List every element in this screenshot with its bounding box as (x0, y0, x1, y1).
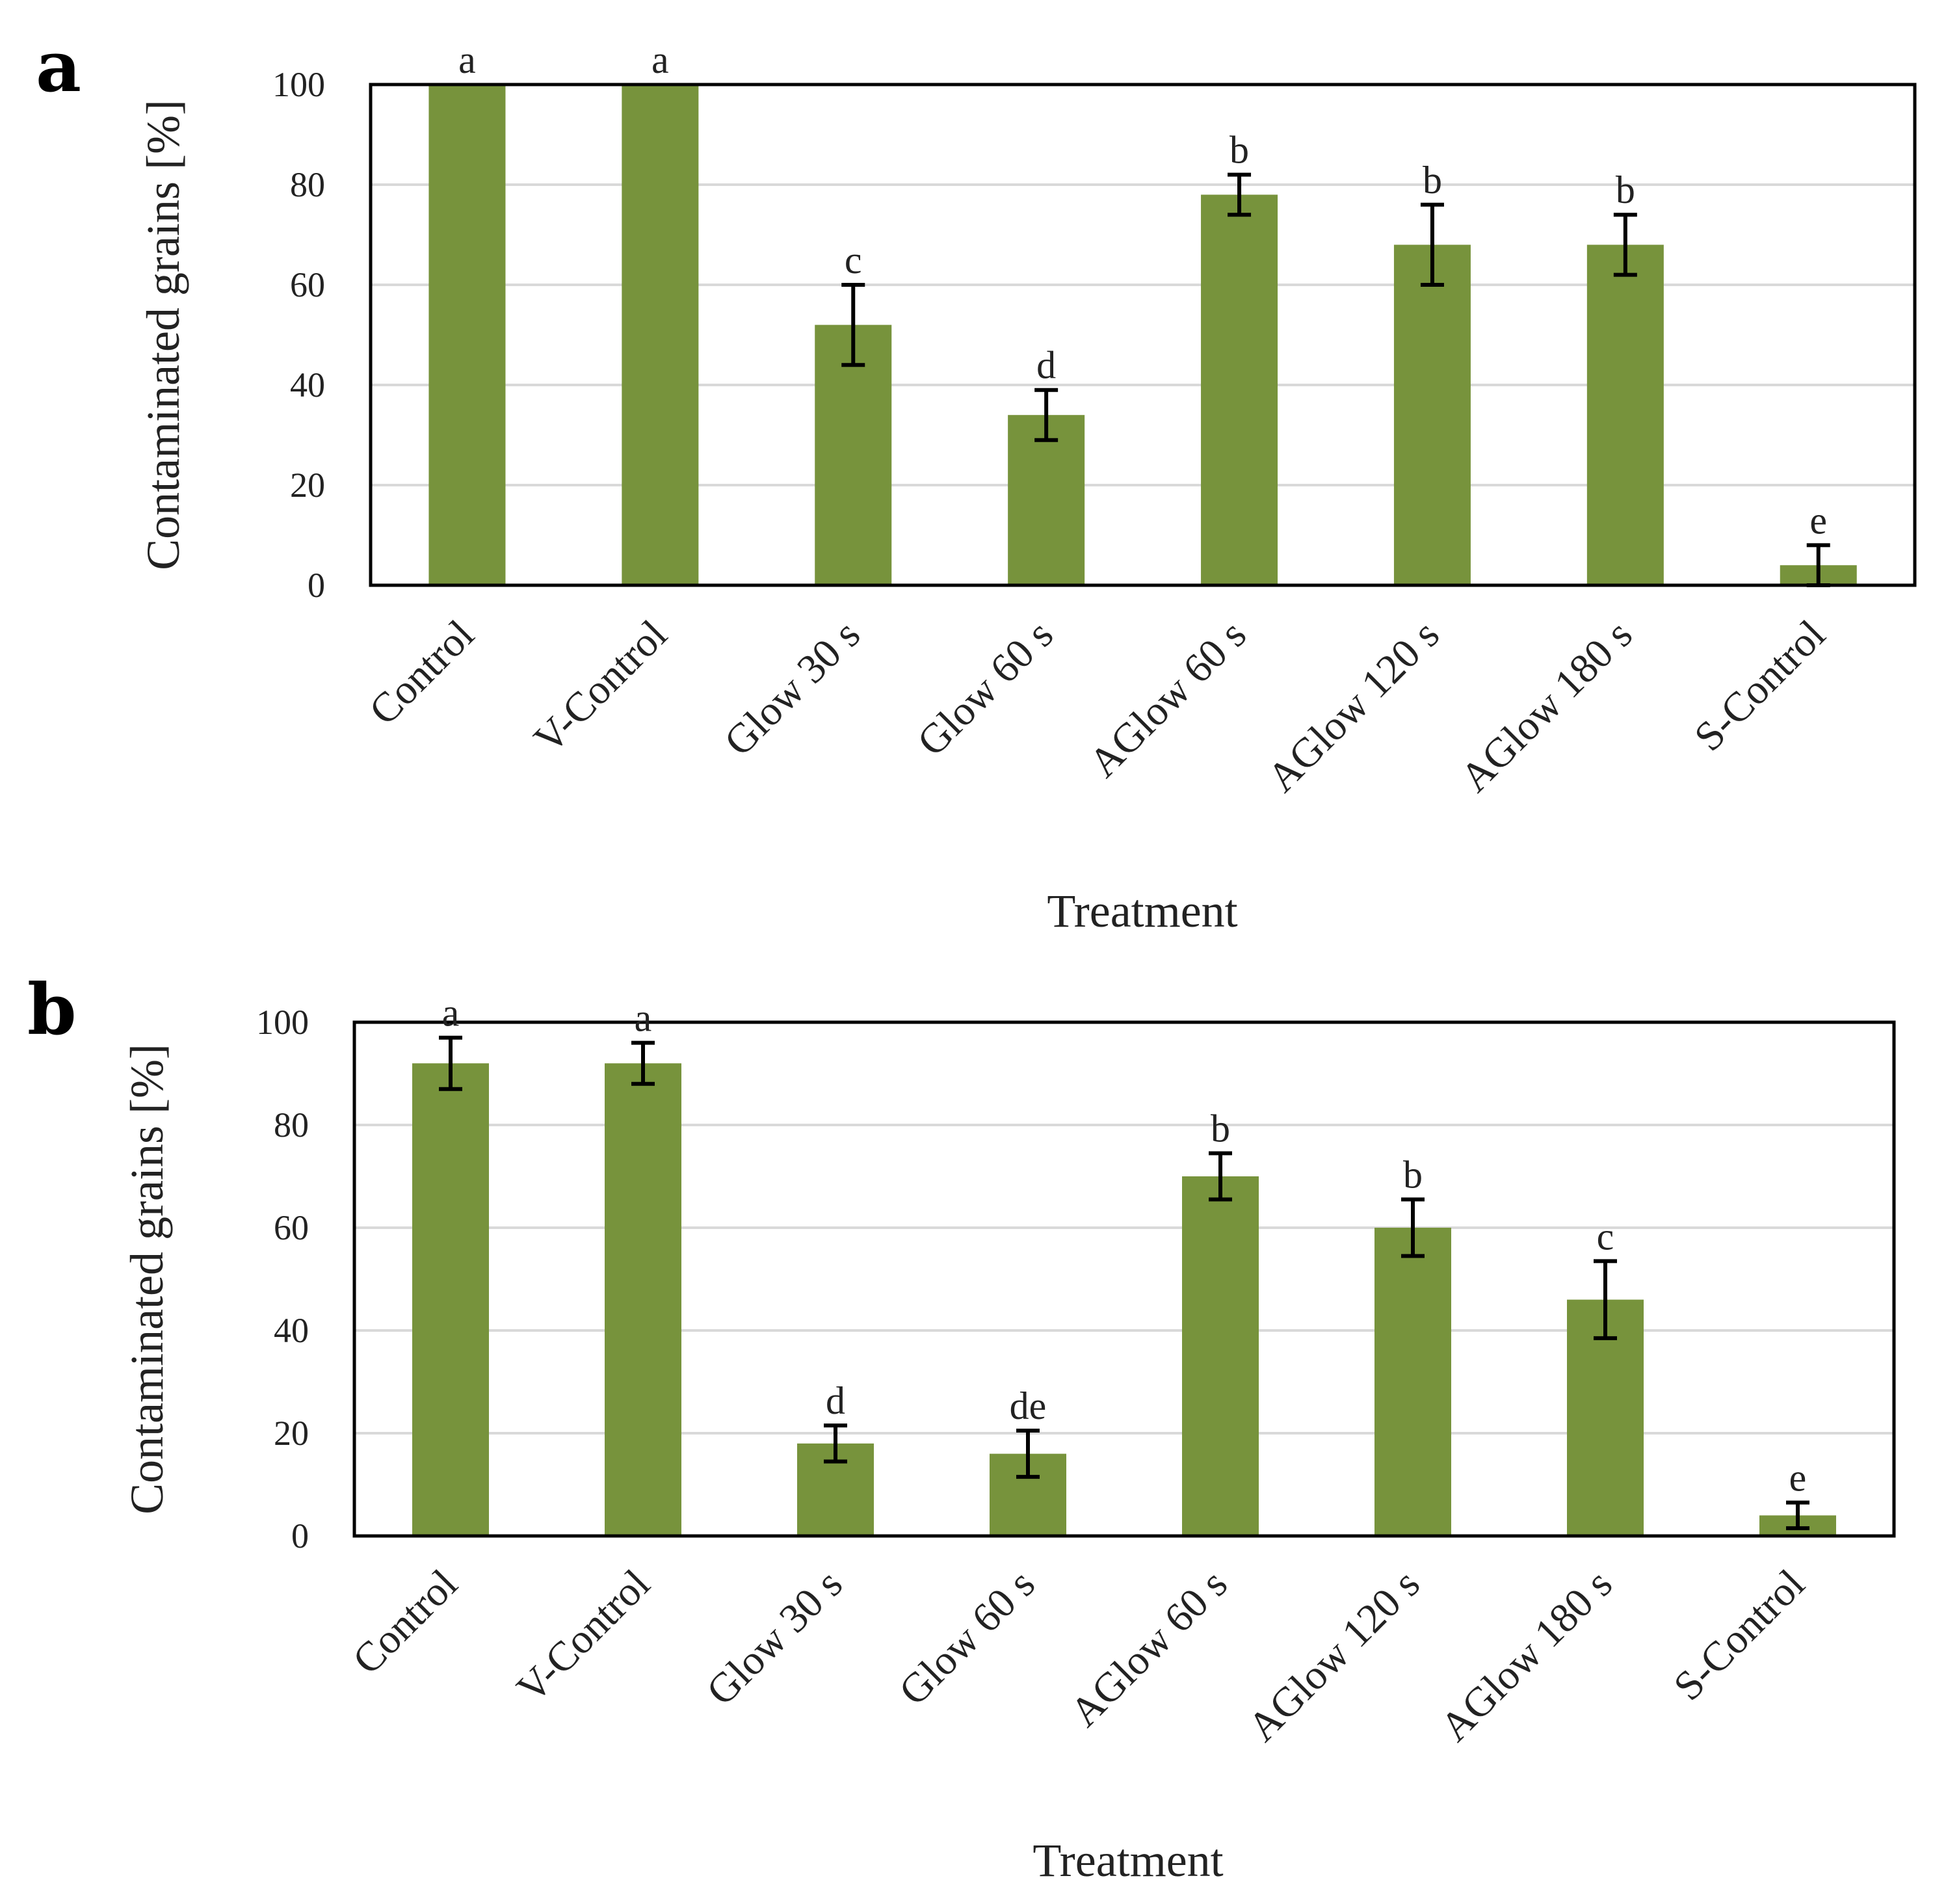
x-axis-title: Treatment (1032, 1834, 1223, 1886)
error-bar (439, 1035, 462, 1091)
y-tick-label: 100 (256, 1003, 309, 1042)
bar-control (412, 1063, 489, 1536)
bar-aglow-120-s (1393, 245, 1471, 585)
bar-aglow-60-s (1201, 194, 1278, 585)
error-bar (1034, 388, 1059, 442)
error-bar (1613, 213, 1637, 277)
error-bar (1209, 1151, 1232, 1202)
bar-v-control (605, 1063, 681, 1536)
y-axis-title: Contaminated grains [%] (121, 1044, 173, 1514)
significance-label: d (826, 1379, 845, 1422)
error-bar (1016, 1429, 1040, 1479)
bar-aglow-120-s (1374, 1228, 1451, 1536)
error-bar (1786, 1500, 1809, 1531)
error-bar (631, 1040, 655, 1086)
significance-label: c (1597, 1215, 1614, 1258)
bar-aglow-60-s (1182, 1176, 1259, 1536)
y-tick-label: 20 (290, 466, 325, 505)
significance-label: b (1403, 1154, 1423, 1197)
bar-aglow-180-s (1586, 245, 1664, 585)
bar-control (428, 85, 506, 585)
y-tick-label: 0 (308, 566, 325, 605)
significance-label: e (1789, 1457, 1807, 1500)
error-bar (1420, 202, 1444, 287)
significance-label: a (635, 997, 652, 1040)
significance-label: b (1616, 168, 1635, 211)
bar-glow-30-s (815, 324, 892, 585)
bar-v-control (622, 85, 699, 585)
error-bar (1401, 1197, 1425, 1258)
significance-label: a (458, 38, 476, 81)
y-tick-label: 40 (290, 365, 325, 404)
error-bar (824, 1423, 847, 1464)
x-axis-title: Treatment (1047, 885, 1237, 937)
significance-label: b (1423, 159, 1442, 202)
y-tick-label: 20 (274, 1414, 309, 1453)
y-tick-label: 40 (274, 1311, 309, 1350)
significance-label: b (1211, 1107, 1230, 1150)
panel-label: b (27, 969, 77, 1051)
y-tick-label: 60 (274, 1208, 309, 1247)
y-axis-title: Contaminated grains [%] (137, 99, 189, 570)
bar-glow-60-s (1008, 415, 1085, 585)
y-tick-label: 100 (272, 65, 325, 104)
error-bar (841, 283, 865, 367)
significance-label: a (651, 38, 669, 81)
y-tick-label: 60 (290, 265, 325, 304)
y-tick-label: 80 (274, 1105, 309, 1144)
error-bar (1228, 172, 1252, 217)
panel-label: a (36, 26, 81, 108)
error-bar (1594, 1259, 1617, 1340)
significance-label: b (1229, 129, 1249, 172)
significance-label: a (442, 992, 460, 1035)
significance-label: c (845, 239, 862, 282)
significance-label: de (1010, 1384, 1047, 1427)
significance-label: e (1809, 499, 1827, 542)
y-tick-label: 80 (290, 165, 325, 204)
significance-label: d (1036, 344, 1056, 387)
y-tick-label: 0 (291, 1516, 309, 1555)
